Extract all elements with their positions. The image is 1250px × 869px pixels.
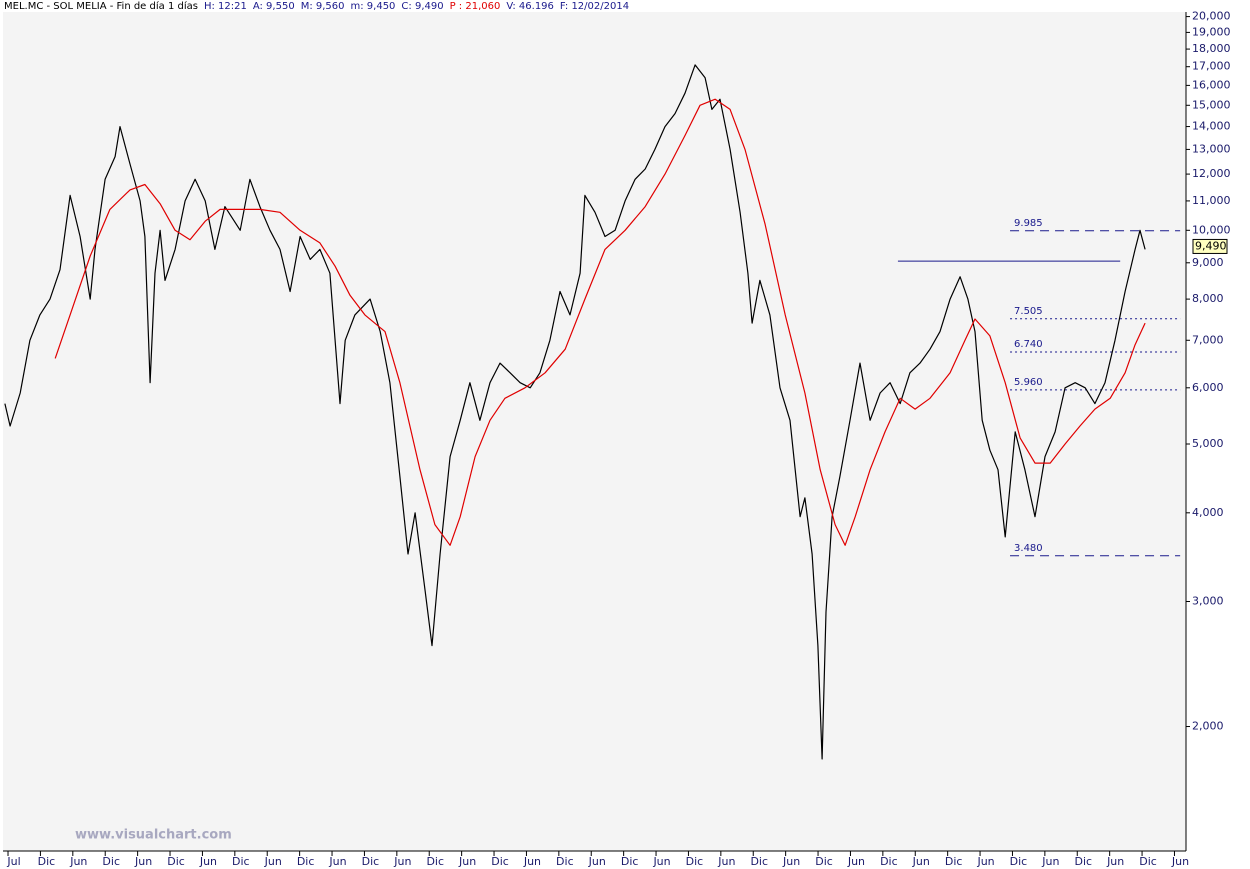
level-label: 3.480 (1014, 543, 1043, 554)
x-tick-label: Jun (847, 855, 865, 868)
x-tick-label: Jun (717, 855, 735, 868)
x-tick-label: Jun (199, 855, 217, 868)
x-tick-label: Dic (750, 855, 768, 868)
x-tick-label: Dic (297, 855, 315, 868)
x-tick-label: Dic (621, 855, 639, 868)
last-value-label: 9,490 (1195, 239, 1227, 252)
x-tick-label: Dic (102, 855, 120, 868)
x-tick-label: Jun (264, 855, 282, 868)
x-tick-label: Jul (6, 855, 20, 868)
header-stat: C: 9,490 (401, 1, 444, 12)
x-tick-label: Dic (491, 855, 509, 868)
y-tick-label: 3,000 (1192, 595, 1224, 608)
y-tick-label: 14,000 (1192, 120, 1231, 133)
x-tick-label: Jun (782, 855, 800, 868)
series-line (4, 64, 1146, 760)
x-tick-label: Jun (912, 855, 930, 868)
x-tick-label: Dic (1010, 855, 1028, 868)
y-tick-label: 8,000 (1192, 292, 1224, 305)
x-tick-label: Dic (1074, 855, 1092, 868)
y-tick-label: 16,000 (1192, 78, 1231, 91)
y-tick-label: 15,000 (1192, 98, 1231, 111)
level-label: 7.505 (1014, 306, 1043, 317)
x-tick-label: Jun (652, 855, 670, 868)
y-tick-label: 12,000 (1192, 167, 1231, 180)
x-tick-label: Dic (426, 855, 444, 868)
x-tick-label: Jun (976, 855, 994, 868)
y-tick-label: 19,000 (1192, 25, 1231, 38)
y-tick-label: 7,000 (1192, 333, 1224, 346)
x-tick-label: Jun (328, 855, 346, 868)
y-tick-label: 6,000 (1192, 381, 1224, 394)
y-tick-label: 13,000 (1192, 142, 1231, 155)
x-tick-label: Dic (945, 855, 963, 868)
y-tick-label: 18,000 (1192, 42, 1231, 55)
x-tick-label: Jun (458, 855, 476, 868)
x-tick-label: Jun (69, 855, 87, 868)
header-stat: A: 9,550 (252, 1, 295, 12)
header-stat: V: 46.196 (506, 1, 554, 12)
x-tick-label: Dic (686, 855, 704, 868)
x-tick-label: Jun (393, 855, 411, 868)
header-stat: H: 12:21 (203, 1, 247, 12)
x-tick-label: Jun (588, 855, 606, 868)
level-label: 9.985 (1014, 218, 1043, 229)
x-tick-label: Jun (1041, 855, 1059, 868)
header: MEL.MC - SOL MELIA - Fin de día 1 días H:… (4, 1, 635, 12)
header-stat: m: 9,450 (350, 1, 396, 12)
y-tick-label: 5,000 (1192, 437, 1224, 450)
x-tick-label: Dic (38, 855, 56, 868)
x-tick-label: Jun (523, 855, 541, 868)
x-tick-label: Dic (815, 855, 833, 868)
level-label: 6.740 (1014, 339, 1043, 350)
y-tick-label: 4,000 (1192, 506, 1224, 519)
y-tick-label: 10,000 (1192, 223, 1231, 236)
x-tick-label: Dic (232, 855, 250, 868)
y-tick-label: 20,000 (1192, 10, 1231, 23)
x-tick-label: Dic (167, 855, 185, 868)
header-title: MEL.MC - SOL MELIA - Fin de día 1 días (4, 1, 198, 12)
header-stat: P : 21,060 (449, 1, 501, 12)
y-tick-label: 11,000 (1192, 194, 1231, 207)
last-value-box (1192, 238, 1228, 254)
y-tick-label: 17,000 (1192, 60, 1231, 73)
watermark: www.visualchart.com (75, 828, 232, 843)
plot-area (3, 12, 1186, 851)
y-tick-label: 9,000 (1192, 256, 1224, 269)
x-tick-label: Jun (1171, 855, 1189, 868)
x-tick-label: Dic (880, 855, 898, 868)
header-stat: M: 9,560 (300, 1, 345, 12)
y-tick-label: 2,000 (1192, 720, 1224, 733)
x-tick-label: Dic (556, 855, 574, 868)
x-tick-label: Jun (134, 855, 152, 868)
x-tick-label: Dic (362, 855, 380, 868)
level-label: 5.960 (1014, 377, 1043, 388)
header-stat: F: 12/02/2014 (559, 1, 630, 12)
series-line (54, 98, 1146, 546)
x-tick-label: Jun (1106, 855, 1124, 868)
x-tick-label: Dic (1139, 855, 1157, 868)
